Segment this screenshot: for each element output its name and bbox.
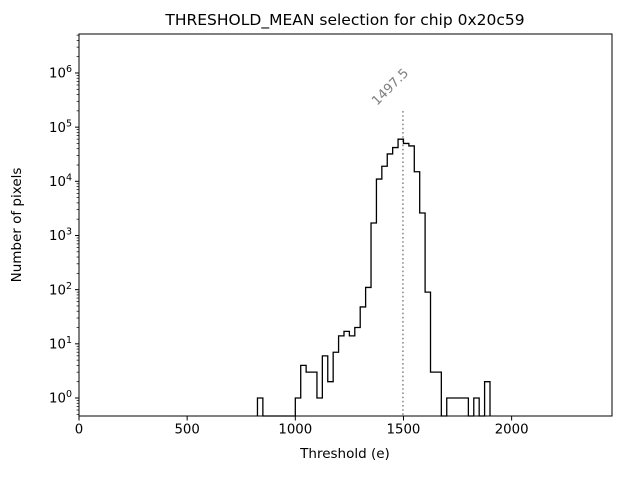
plot-spines	[78, 33, 613, 417]
x-tick-label: 500	[174, 423, 199, 438]
axes-and-data: 0 500 1000 1500 2000 100 101 102 103 104 105 106	[49, 33, 613, 438]
x-tick-label: 1000	[278, 423, 312, 438]
x-tick-label: 0	[75, 423, 83, 438]
y-tick-label: 101	[49, 335, 72, 353]
y-tick-label: 106	[49, 64, 72, 82]
vline-annotation-label: 1497.5	[369, 66, 412, 109]
y-tick-label: 100	[49, 389, 72, 407]
y-tick-label: 103	[49, 227, 72, 245]
y-axis-label: Number of pixels	[9, 168, 25, 283]
chart-title: THRESHOLD_MEAN selection for chip 0x20c5…	[164, 11, 524, 30]
y-tick-label: 102	[49, 281, 72, 299]
y-tick-label: 104	[49, 172, 72, 190]
histogram-step-outline	[256, 138, 491, 417]
x-axis-label: Threshold (e)	[299, 446, 390, 462]
x-tick-label: 1500	[387, 423, 421, 438]
x-tick-label: 2000	[495, 423, 529, 438]
y-tick-label: 105	[49, 118, 72, 136]
